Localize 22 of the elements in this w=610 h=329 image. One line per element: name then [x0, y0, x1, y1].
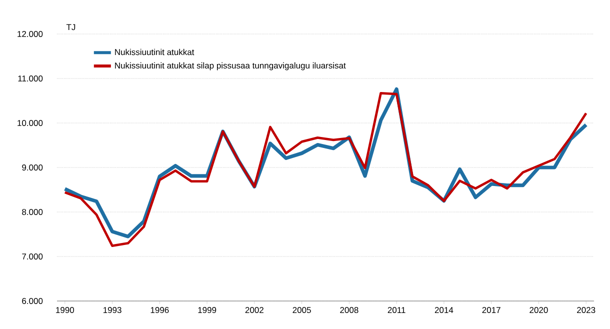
legend-label: Nukissiuutinit atukkat silap pissusaa tunngavigalugu iluarsisat [115, 62, 346, 70]
x-tick-label: 1990 [56, 307, 74, 314]
x-tick-label: 2011 [388, 307, 406, 314]
legend-label: Nukissiuutinit atukkat [115, 48, 194, 56]
x-tick-label: 2017 [482, 307, 500, 314]
y-tick-label: 7.000 [22, 253, 43, 260]
x-tick-label: 2020 [530, 307, 548, 314]
x-tick-label: 1996 [150, 307, 169, 314]
y-axis-title: TJ [66, 24, 76, 30]
y-tick-label: 6.000 [22, 298, 43, 304]
y-tick-label: 9.000 [22, 164, 43, 171]
y-tick-label: 10.000 [18, 120, 43, 126]
x-tick-label: 2014 [434, 307, 454, 314]
x-tick-label: 2008 [340, 307, 358, 314]
x-tick-label: 1993 [103, 307, 122, 314]
y-tick-label: 11.000 [18, 75, 43, 82]
x-tick-label: 2023 [577, 307, 596, 314]
x-tick-label: 1999 [198, 307, 216, 314]
y-tick-label: 8.000 [22, 208, 43, 216]
y-tick-label: 12.000 [18, 30, 43, 38]
x-tick-label: 2005 [292, 307, 311, 314]
x-tick-label: 2002 [245, 307, 264, 314]
